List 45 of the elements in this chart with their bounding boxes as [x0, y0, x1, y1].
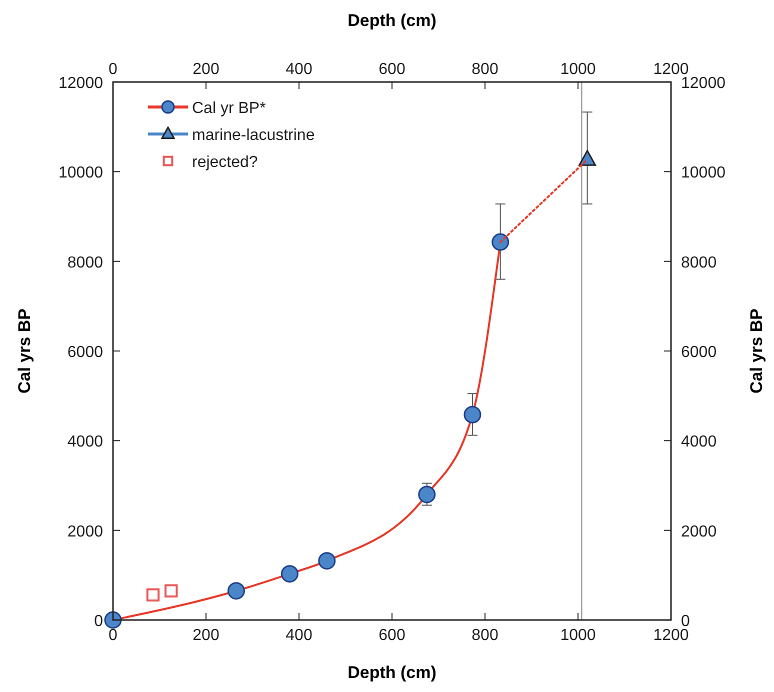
y-tick-label: 6000 — [67, 344, 104, 361]
y2-tick-label: 0 — [681, 613, 690, 630]
y2-tick-label: 12000 — [681, 75, 726, 92]
x-tick-label: 0 — [108, 61, 118, 78]
legend-label: marine-lacustrine — [192, 127, 315, 144]
x-tick-label: 1000 — [560, 61, 596, 78]
y2-axis-title: Cal yrs BP — [747, 308, 766, 394]
y2-tick-label: 10000 — [681, 164, 726, 182]
legend-label: Cal yr BP* — [192, 100, 266, 117]
y-tick-label: 10000 — [58, 164, 104, 182]
y2-tick-label: 8000 — [681, 254, 717, 272]
x-tick-label: 800 — [472, 61, 498, 78]
y-tick-label: 8000 — [67, 254, 104, 272]
y-tick-label: 4000 — [67, 434, 104, 451]
point — [464, 406, 482, 424]
point — [104, 611, 122, 629]
point — [318, 552, 336, 570]
x-tick-label: 600 — [378, 61, 406, 78]
x2-axis-title: Depth (cm) — [348, 11, 436, 30]
x2-tick-label: 0 — [108, 627, 118, 644]
x2-tick-label: 1200 — [653, 627, 689, 644]
x2-tick-label: 1000 — [560, 627, 596, 644]
x2-tick-label: 800 — [472, 627, 498, 644]
y-tick-label: 0 — [94, 613, 104, 630]
x2-tick-label: 400 — [286, 627, 312, 644]
x2-tick-label: 200 — [192, 627, 220, 644]
x2-tick-label: 600 — [378, 627, 406, 644]
point — [578, 150, 596, 166]
point — [280, 565, 298, 583]
x-axis-title: Depth (cm) — [348, 663, 436, 682]
x-tick-label: 1200 — [653, 61, 689, 78]
point — [492, 233, 510, 251]
y2-tick-label: 6000 — [681, 344, 717, 361]
x-tick-label: 200 — [192, 61, 220, 78]
point — [146, 588, 160, 602]
point — [418, 486, 436, 504]
x-tick-label: 400 — [286, 61, 312, 78]
point — [164, 584, 178, 598]
y-tick-label: 2000 — [67, 523, 104, 540]
y2-tick-label: 4000 — [681, 434, 717, 451]
legend-label: rejected? — [192, 154, 258, 171]
y2-tick-label: 2000 — [681, 523, 717, 540]
y-tick-label: 12000 — [58, 75, 104, 92]
y-axis-title: Cal yrs BP — [15, 308, 34, 394]
point — [227, 582, 245, 600]
